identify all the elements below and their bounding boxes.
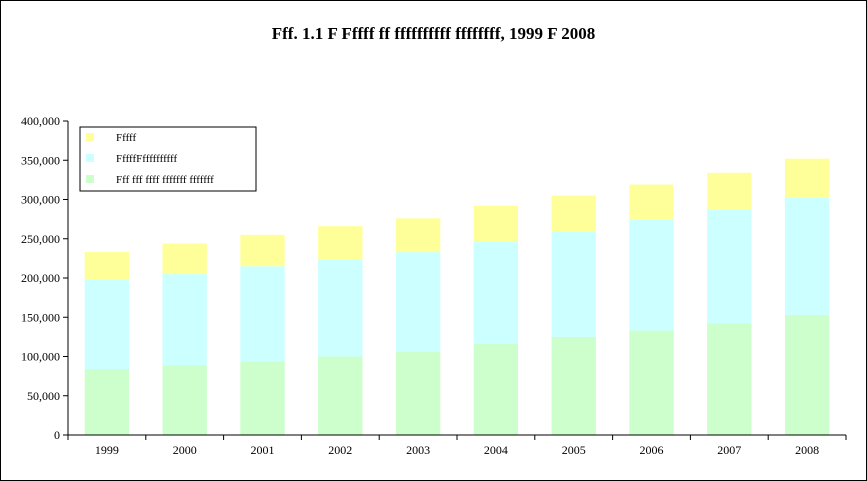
bar-2005-series-2 — [551, 231, 596, 337]
y-tick-label: 200,000 — [21, 271, 60, 285]
x-tick-label-2007: 2007 — [717, 443, 741, 457]
bar-2007-series-2 — [707, 209, 752, 324]
x-tick-label-2001: 2001 — [251, 443, 275, 457]
y-tick-label: 150,000 — [21, 310, 60, 324]
legend-swatch — [86, 133, 94, 141]
y-tick-label: 350,000 — [21, 153, 60, 167]
legend-box — [79, 126, 257, 192]
x-tick-label-2004: 2004 — [484, 443, 508, 457]
bar-2004-series-2 — [473, 241, 519, 344]
bar-2008-series-3 — [784, 158, 830, 198]
legend-label: FffffFffffffffff — [116, 153, 177, 165]
bar-1999-series-3 — [84, 252, 130, 280]
x-tick-label-1999: 1999 — [95, 443, 119, 457]
bar-2006-series-3 — [629, 184, 674, 220]
legend-label: Fffff — [116, 132, 137, 144]
y-tick-label: 300,000 — [21, 193, 60, 207]
bar-2004-series-1 — [473, 343, 519, 435]
x-tick-label-2006: 2006 — [640, 443, 664, 457]
bar-1999-series-1 — [84, 369, 130, 435]
bar-2003-series-1 — [395, 351, 441, 435]
bar-2002-series-1 — [318, 356, 363, 435]
chart-title: Fff. 1.1 F Fffff ff ffffffffff ffffffff,… — [271, 24, 596, 43]
bar-2004-series-3 — [473, 205, 519, 242]
bar-1999-series-2 — [84, 279, 130, 370]
axes-layer: 1999 2000 2001 2002 2003 2004 2005 2006 2007 2008… — [21, 114, 847, 457]
bar-2005-series-3 — [551, 195, 596, 232]
bar-2000-series-1 — [162, 365, 207, 435]
bar-2002-series-3 — [318, 226, 363, 260]
x-tick-label-2000: 2000 — [173, 443, 197, 457]
y-tick-label: 250,000 — [21, 232, 60, 246]
bar-2006-series-2 — [629, 219, 674, 331]
bar-2001-series-2 — [240, 266, 285, 362]
bar-2007-series-3 — [707, 172, 752, 210]
y-tick-label: 0 — [54, 428, 60, 442]
x-tick-label-2008: 2008 — [795, 443, 819, 457]
bars-layer — [84, 158, 830, 435]
legend-label: Fff fff ffff fffffff fffffff — [116, 174, 214, 186]
bar-2000-series-2 — [162, 274, 207, 366]
bar-2008-series-1 — [784, 314, 830, 435]
bar-2006-series-1 — [629, 330, 674, 435]
x-tick-label-2003: 2003 — [406, 443, 430, 457]
legend-swatch — [86, 154, 94, 162]
legend: Fffff FffffFffffffffff Fff fff ffff ffffff… — [79, 126, 257, 192]
legend-swatch — [86, 175, 94, 183]
x-tick-label-2002: 2002 — [328, 443, 352, 457]
bar-2001-series-1 — [240, 361, 285, 435]
y-tick-label: 400,000 — [21, 114, 60, 128]
bar-2005-series-1 — [551, 336, 596, 435]
bar-2001-series-3 — [240, 234, 285, 267]
bar-2000-series-3 — [162, 243, 207, 275]
bar-2003-series-3 — [395, 218, 441, 253]
bar-2007-series-1 — [707, 323, 752, 435]
bar-2008-series-2 — [784, 197, 830, 315]
y-tick-label: 100,000 — [21, 350, 60, 364]
x-tick-label-2005: 2005 — [562, 443, 586, 457]
bar-2003-series-2 — [395, 252, 441, 352]
bar-2002-series-2 — [318, 259, 363, 357]
y-tick-label: 50,000 — [27, 389, 60, 403]
